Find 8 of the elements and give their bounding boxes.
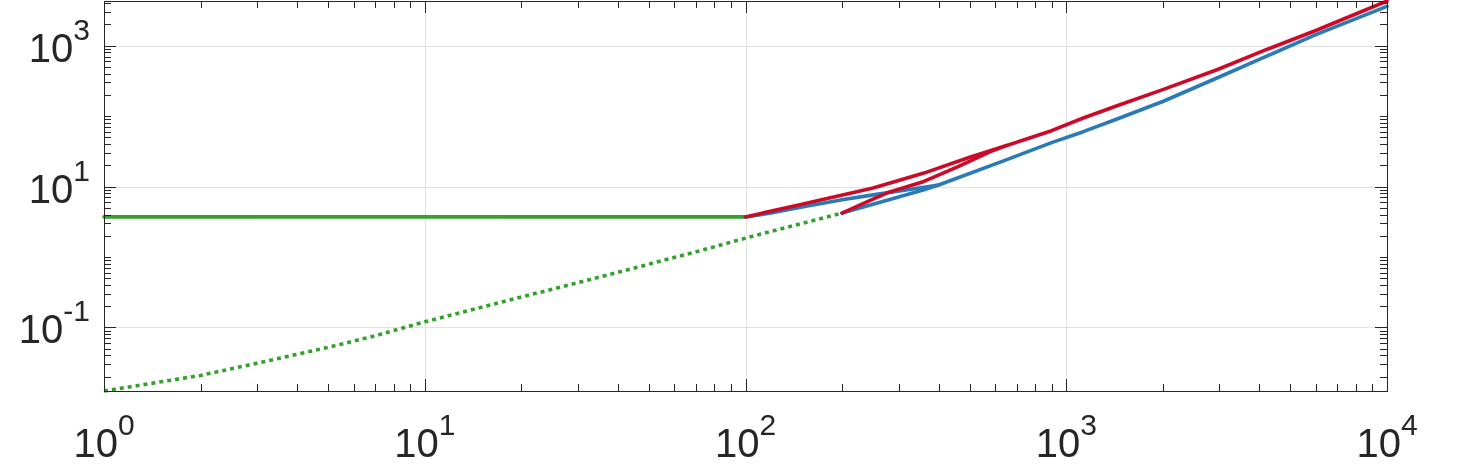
x-tick-label: 10$^{4}$ — [1356, 408, 1418, 465]
x-tick-label: 10$^{2}$ — [714, 408, 777, 465]
y-tick-label: 10$^{-1}$ — [18, 294, 90, 352]
x-tick-label: 10$^{3}$ — [1035, 408, 1097, 465]
y-tick-label: 10$^{3}$ — [28, 12, 90, 70]
x-tick-label: 10$^{1}$ — [394, 408, 456, 465]
y-tick-label: 10$^{1}$ — [28, 153, 90, 211]
x-tick-label: 10$^{0}$ — [73, 408, 135, 465]
